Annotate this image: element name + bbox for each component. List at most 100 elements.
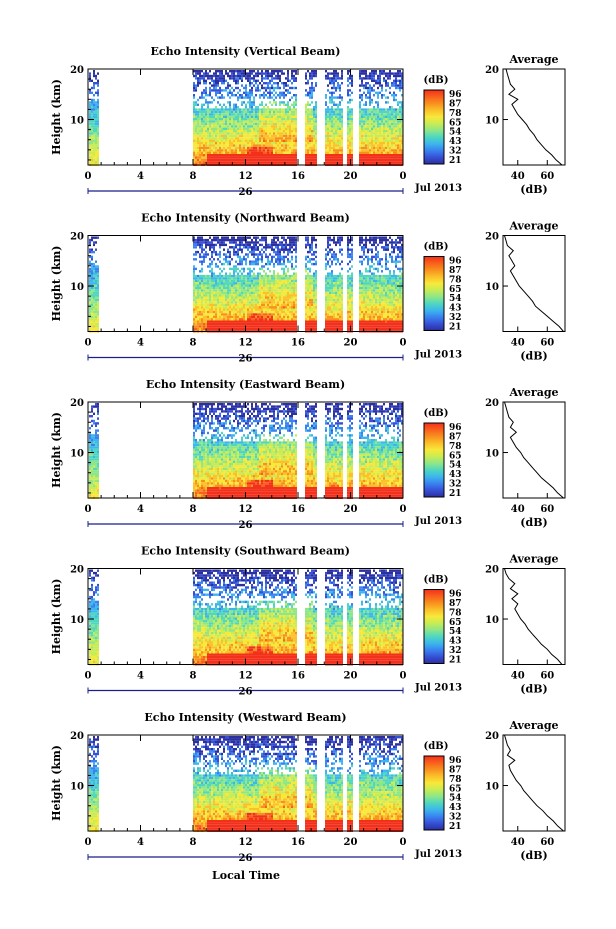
heatmap-cell [199, 244, 201, 246]
heatmap-cell [245, 149, 247, 151]
heatmap-cell [199, 294, 201, 296]
heatmap-cell [251, 92, 253, 94]
heatmap-cell [267, 77, 269, 79]
heatmap-cell [205, 309, 207, 311]
heatmap-cell [315, 130, 317, 132]
heatmap-cell [243, 311, 245, 313]
heatmap-cell [249, 96, 251, 98]
heatmap-cell [219, 118, 221, 120]
heatmap-cell [281, 70, 283, 72]
heatmap-cell [209, 304, 211, 306]
heatmap-cell [263, 154, 265, 156]
heatmap-cell [271, 154, 273, 156]
heatmap-cell [199, 116, 201, 118]
heatmap-cell [313, 137, 315, 139]
heatmap-cell [291, 75, 293, 77]
heatmap-cell [97, 128, 99, 130]
heatmap-cell [261, 277, 263, 279]
heatmap-cell [287, 289, 289, 291]
heatmap-cell [269, 304, 271, 306]
heatmap-cell [261, 108, 263, 110]
heatmap-cell [199, 301, 201, 303]
heatmap-cell [211, 304, 213, 306]
heatmap-cell [277, 154, 279, 156]
heatmap-cell [195, 130, 197, 132]
heatmap-cell [251, 82, 253, 84]
heatmap-cell [201, 263, 203, 265]
heatmap-cell [209, 137, 211, 139]
heatmap-cell [281, 92, 283, 94]
heatmap-cell [337, 128, 339, 130]
heatmap-cell [349, 113, 351, 115]
heatmap-cell [215, 152, 217, 154]
heatmap-cell [331, 94, 333, 96]
heatmap-cell [205, 92, 207, 94]
heatmap-cell [205, 128, 207, 130]
heatmap-cell [295, 101, 297, 103]
heatmap-cell [367, 75, 369, 77]
heatmap-cell [203, 135, 205, 137]
heatmap-cell [381, 161, 383, 163]
heatmap-cell [237, 113, 239, 115]
heatmap-cell [287, 251, 289, 253]
heatmap-cell [391, 130, 393, 132]
heatmap-cell [221, 142, 223, 144]
heatmap-cell [97, 106, 99, 108]
heatmap-cell [341, 125, 343, 127]
heatmap-cell [261, 265, 263, 267]
heatmap-cell [211, 113, 213, 115]
heatmap-cell [331, 144, 333, 146]
heatmap-cell [261, 282, 263, 284]
heatmap-cell [279, 120, 281, 122]
heatmap-cell [375, 82, 377, 84]
heatmap-cell [193, 152, 195, 154]
heatmap-cell [305, 113, 307, 115]
heatmap-cell [371, 154, 373, 156]
heatmap-cell [243, 282, 245, 284]
heatmap-cell [93, 304, 95, 306]
heatmap-cell [93, 301, 95, 303]
heatmap-cell [199, 70, 201, 72]
heatmap-cell [201, 108, 203, 110]
heatmap-cell [255, 113, 257, 115]
heatmap-cell [249, 294, 251, 296]
heatmap-cell [259, 142, 261, 144]
heatmap-cell [325, 70, 327, 72]
heatmap-cell [239, 237, 241, 239]
heatmap-cell [259, 111, 261, 113]
heatmap-cell [253, 263, 255, 265]
heatmap-cell [367, 120, 369, 122]
heatmap-cell [231, 111, 233, 113]
heatmap-cell [267, 328, 269, 330]
heatmap-cell [289, 116, 291, 118]
heatmap-cell [305, 144, 307, 146]
heatmap-cell [287, 152, 289, 154]
heatmap-cell [217, 70, 219, 72]
heatmap-cell [193, 154, 195, 156]
heatmap-cell [217, 116, 219, 118]
heatmap-cell [329, 123, 331, 125]
heatmap-cell [219, 323, 221, 325]
heatmap-cell [251, 156, 253, 158]
heatmap-cell [373, 123, 375, 125]
heatmap-cell [217, 156, 219, 158]
heatmap-cell [281, 237, 283, 239]
heatmap-cell [225, 280, 227, 282]
heatmap-cell [211, 137, 213, 139]
heatmap-cell [205, 123, 207, 125]
heatmap-cell [273, 237, 275, 239]
heatmap-cell [211, 156, 213, 158]
heatmap-cell [89, 270, 91, 272]
heatmap-cell [91, 156, 93, 158]
heatmap-cell [239, 285, 241, 287]
heatmap-cell [265, 89, 267, 91]
heatmap-cell [375, 159, 377, 161]
heatmap-cell [199, 149, 201, 151]
heatmap-cell [93, 154, 95, 156]
heatmap-cell [249, 268, 251, 270]
heatmap-cell [275, 152, 277, 154]
heatmap-cell [93, 280, 95, 282]
heatmap-cell [373, 94, 375, 96]
heatmap-cell [277, 244, 279, 246]
heatmap-cell [385, 101, 387, 103]
